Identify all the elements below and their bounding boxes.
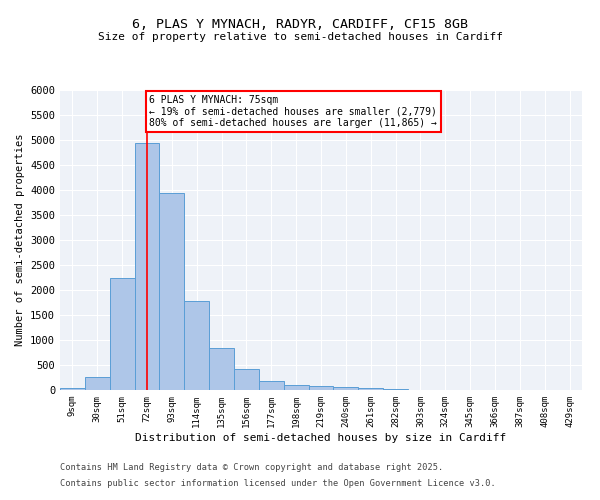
- Text: Contains public sector information licensed under the Open Government Licence v3: Contains public sector information licen…: [60, 478, 496, 488]
- Bar: [85, 377, 110, 390]
- Bar: [284, 384, 308, 390]
- Bar: [160, 192, 184, 390]
- Bar: [334, 387, 358, 390]
- Text: Contains HM Land Registry data © Crown copyright and database right 2025.: Contains HM Land Registry data © Crown c…: [60, 464, 443, 472]
- Bar: [110, 278, 134, 390]
- Bar: [234, 369, 259, 390]
- Text: 6, PLAS Y MYNACH, RADYR, CARDIFF, CF15 8GB: 6, PLAS Y MYNACH, RADYR, CARDIFF, CF15 8…: [132, 18, 468, 30]
- Bar: [209, 348, 234, 390]
- Bar: [358, 388, 383, 390]
- Text: Size of property relative to semi-detached houses in Cardiff: Size of property relative to semi-detach…: [97, 32, 503, 42]
- Bar: [308, 386, 334, 390]
- X-axis label: Distribution of semi-detached houses by size in Cardiff: Distribution of semi-detached houses by …: [136, 432, 506, 442]
- Bar: [259, 381, 284, 390]
- Y-axis label: Number of semi-detached properties: Number of semi-detached properties: [14, 134, 25, 346]
- Bar: [134, 142, 160, 390]
- Bar: [184, 301, 209, 390]
- Bar: [60, 388, 85, 390]
- Text: 6 PLAS Y MYNACH: 75sqm
← 19% of semi-detached houses are smaller (2,779)
80% of : 6 PLAS Y MYNACH: 75sqm ← 19% of semi-det…: [149, 95, 437, 128]
- Bar: [383, 389, 408, 390]
